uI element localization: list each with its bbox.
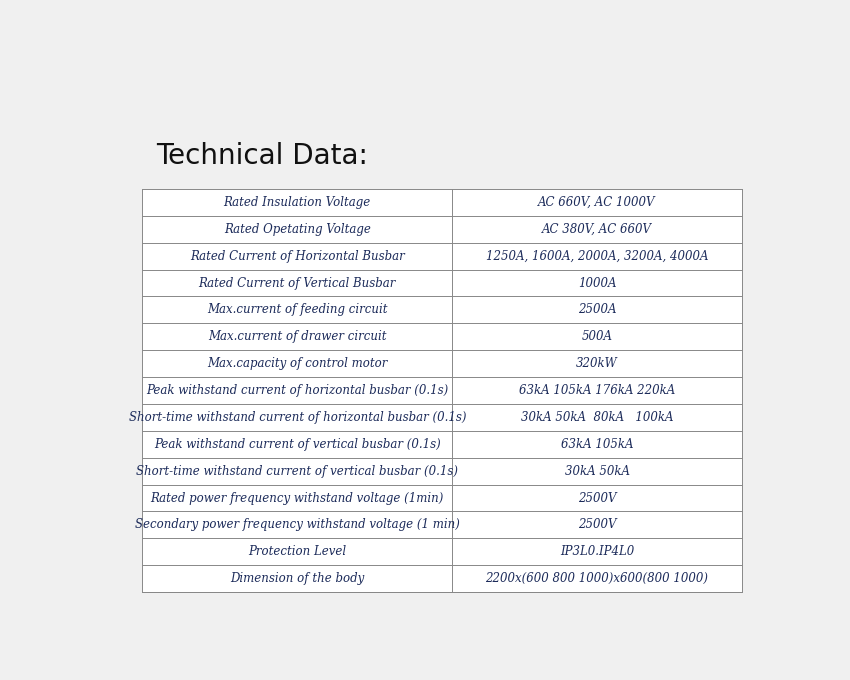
Text: Rated Current of Horizontal Busbar: Rated Current of Horizontal Busbar	[190, 250, 405, 262]
Text: Rated Opetating Voltage: Rated Opetating Voltage	[224, 223, 371, 236]
Text: Short-time withstand current of vertical busbar (0.1s): Short-time withstand current of vertical…	[136, 464, 458, 477]
Text: Technical Data:: Technical Data:	[156, 142, 367, 170]
Text: AC 380V, AC 660V: AC 380V, AC 660V	[542, 223, 652, 236]
Text: Rated power frequency withstand voltage (1min): Rated power frequency withstand voltage …	[150, 492, 444, 505]
Text: Short-time withstand current of horizontal busbar (0.1s): Short-time withstand current of horizont…	[128, 411, 466, 424]
Text: IP3L0.IP4L0: IP3L0.IP4L0	[560, 545, 634, 558]
Text: Max.capacity of control motor: Max.capacity of control motor	[207, 357, 388, 370]
Text: AC 660V, AC 1000V: AC 660V, AC 1000V	[538, 196, 655, 209]
Text: 2200x(600 800 1000)x600(800 1000): 2200x(600 800 1000)x600(800 1000)	[485, 572, 709, 585]
Text: 320kW: 320kW	[576, 357, 618, 370]
Text: 63kA 105kA 176kA 220kA: 63kA 105kA 176kA 220kA	[518, 384, 675, 397]
Bar	[143, 189, 742, 592]
Text: 2500V: 2500V	[578, 492, 616, 505]
Text: Rated Current of Vertical Busbar: Rated Current of Vertical Busbar	[199, 277, 396, 290]
Text: Peak withstand current of vertical busbar (0.1s): Peak withstand current of vertical busba…	[154, 438, 440, 451]
Text: Peak withstand current of horizontal busbar (0.1s): Peak withstand current of horizontal bus…	[146, 384, 449, 397]
Text: 63kA 105kA: 63kA 105kA	[561, 438, 633, 451]
Text: 30kA 50kA  80kA   100kA: 30kA 50kA 80kA 100kA	[521, 411, 673, 424]
Text: Rated Insulation Voltage: Rated Insulation Voltage	[224, 196, 371, 209]
Text: 1250A, 1600A, 2000A, 3200A, 4000A: 1250A, 1600A, 2000A, 3200A, 4000A	[485, 250, 708, 262]
Text: 30kA 50kA: 30kA 50kA	[564, 464, 630, 477]
Text: Dimension of the body: Dimension of the body	[230, 572, 365, 585]
Text: Max.current of drawer circuit: Max.current of drawer circuit	[208, 330, 387, 343]
Text: 2500V: 2500V	[578, 518, 616, 531]
Text: Secondary power frequency withstand voltage (1 min): Secondary power frequency withstand volt…	[135, 518, 460, 531]
Text: 500A: 500A	[581, 330, 613, 343]
Text: Protection Level: Protection Level	[248, 545, 346, 558]
Text: Max.current of feeding circuit: Max.current of feeding circuit	[207, 303, 388, 316]
Text: 1000A: 1000A	[578, 277, 616, 290]
Text: 2500A: 2500A	[578, 303, 616, 316]
